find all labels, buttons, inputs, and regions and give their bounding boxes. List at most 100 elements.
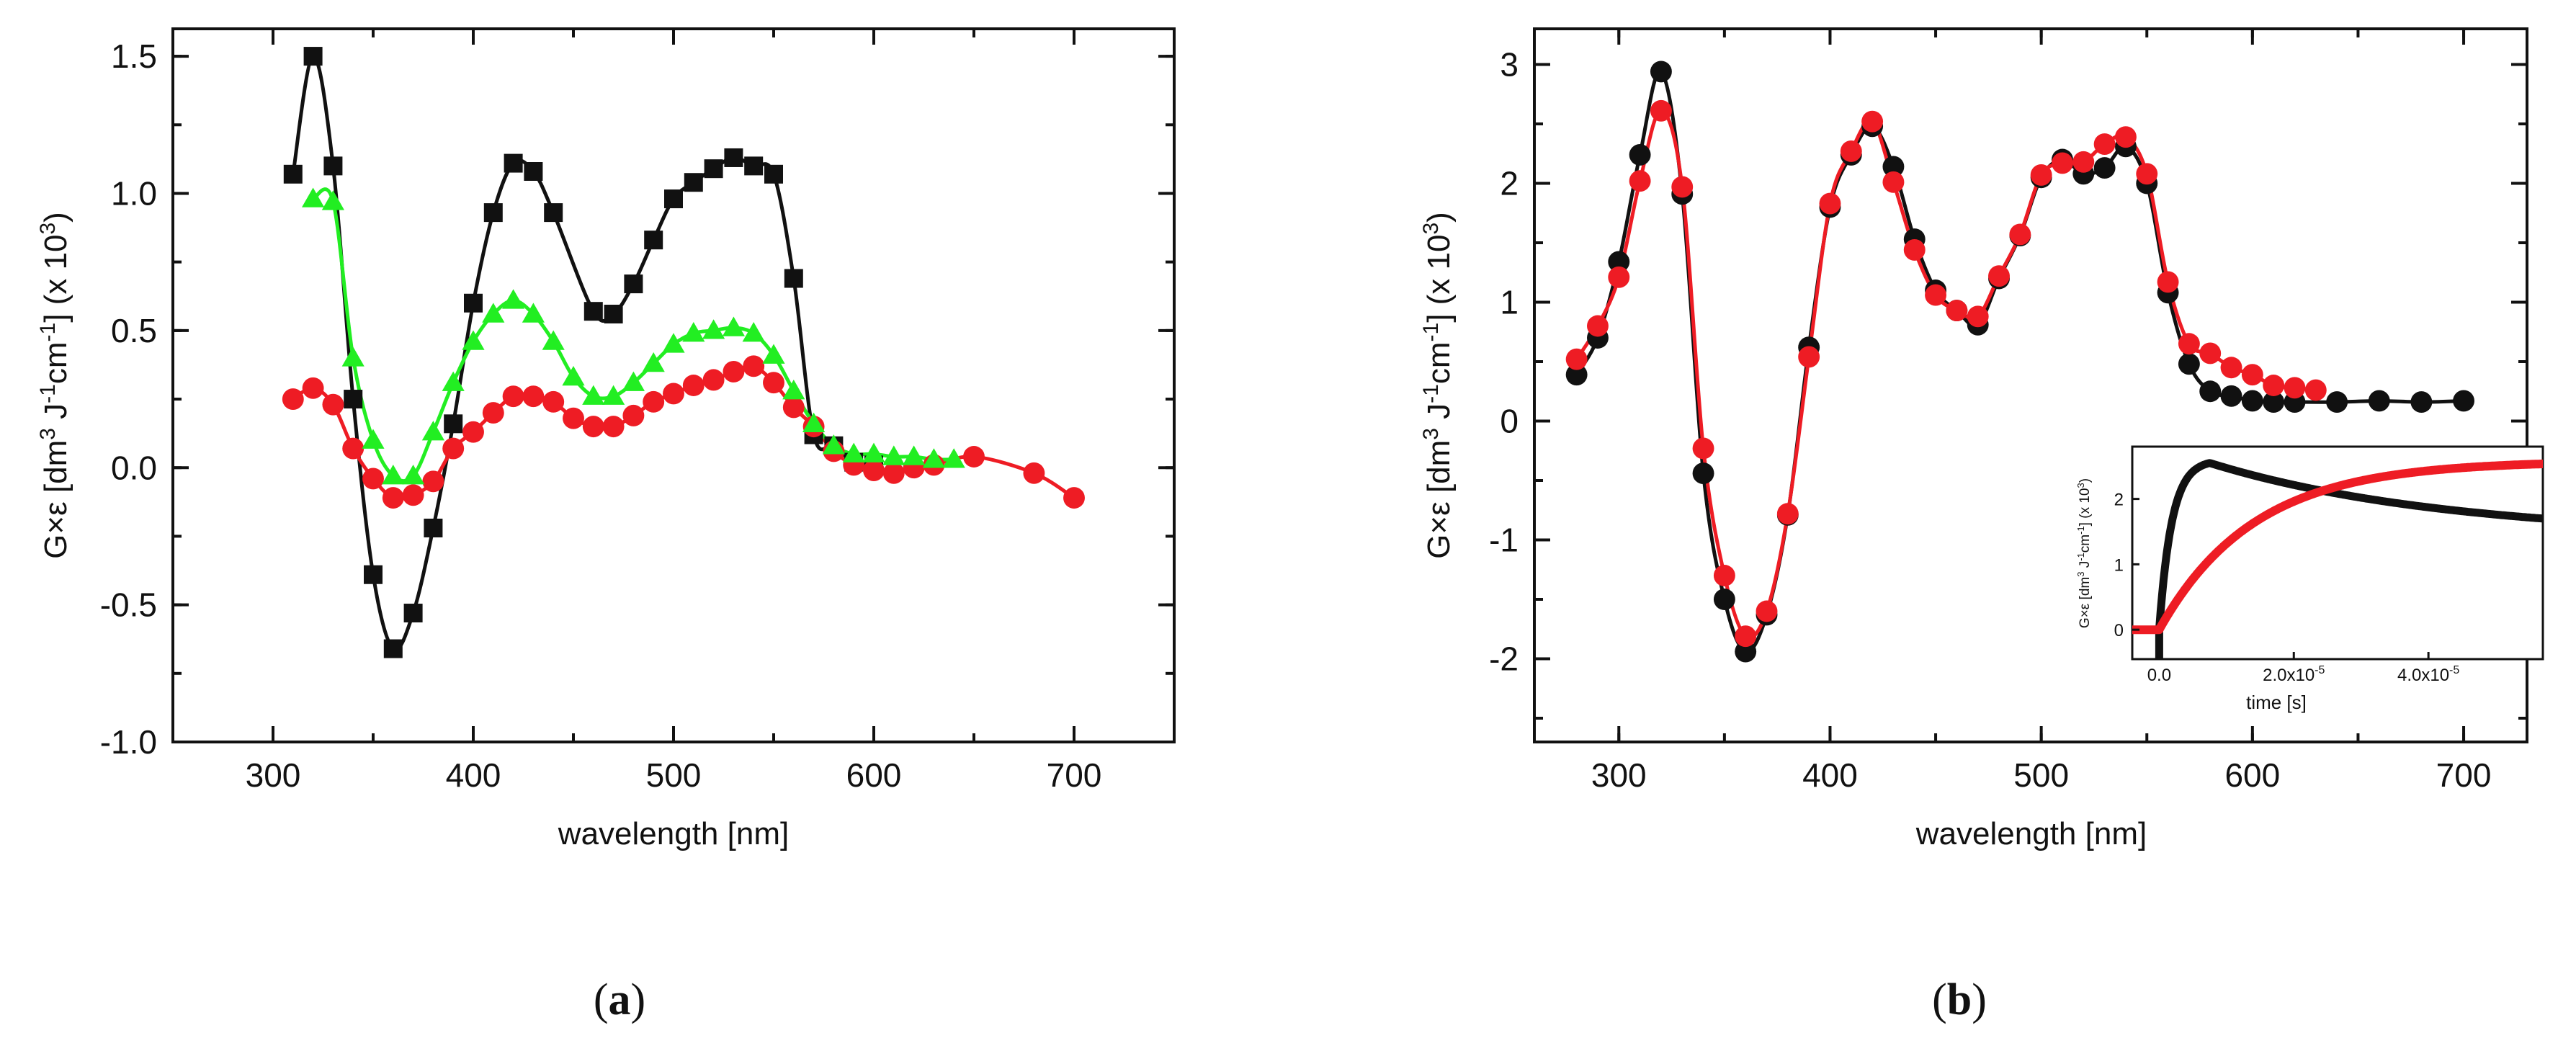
x-tick-label: 400 [1802, 756, 1858, 794]
data-point-square [583, 302, 603, 321]
data-point-circle [622, 404, 645, 426]
data-point-triangle [762, 344, 785, 364]
data-point-circle [1882, 171, 1905, 193]
data-point-circle [863, 460, 885, 481]
data-point-circle [582, 416, 604, 438]
data-point-circle [682, 375, 705, 396]
data-point-circle [1608, 251, 1630, 273]
data-point-triangle [642, 352, 665, 372]
data-point-circle [2220, 385, 2242, 407]
data-point-square [283, 164, 303, 184]
chart-b-inset: 0.0 2.0x10-5 4.0x10-5 0 1 2 time [s] G×ε [dm… [2075, 445, 2544, 713]
data-point-circle [382, 487, 404, 509]
data-point-triangle [402, 465, 425, 485]
data-point-square [744, 156, 764, 176]
data-point-circle [1650, 99, 1672, 122]
data-point-circle [2093, 133, 2116, 155]
x-tick-label: 700 [1047, 756, 1102, 794]
data-point-circle [1713, 589, 1735, 610]
chart-b-x-axis-label: wavelength [nm] [1915, 816, 2147, 851]
data-point-triangle [842, 442, 865, 462]
data-point-square [344, 390, 363, 409]
data-point-square [483, 203, 503, 223]
data-point-circle [1946, 300, 1968, 321]
data-point-circle [663, 383, 684, 405]
data-point-triangle [421, 421, 444, 441]
data-point-square [504, 153, 523, 173]
data-point-triangle [922, 448, 945, 468]
data-point-circle [2093, 157, 2116, 179]
data-point-circle [2241, 390, 2263, 412]
data-point-circle [1735, 640, 1757, 663]
chart-b: 300 400 500 600 700 -2 -1 0 1 2 3 wavelength [nm]… [1419, 27, 2544, 1024]
data-point-square [303, 47, 323, 66]
chart-b-x-ticks [1617, 29, 2466, 742]
chart-b-inset-frame [2131, 445, 2544, 661]
data-point-circle [2114, 126, 2137, 148]
data-point-circle [362, 468, 384, 490]
data-point-square [664, 189, 683, 209]
data-point-circle [1819, 192, 1841, 215]
inset-trace-black-trace [2132, 459, 2543, 659]
x-tick-label: 600 [2224, 756, 2280, 794]
data-point-circle [1925, 284, 1947, 306]
data-point-square [764, 164, 783, 184]
data-point-square [424, 519, 443, 537]
data-point-circle [1565, 348, 1588, 370]
y-tick-label: -0.5 [100, 586, 157, 624]
data-point-square [444, 414, 463, 434]
chart-a-x-axis-label: wavelength [nm] [558, 816, 789, 851]
chart-b-data-points [1565, 61, 2474, 663]
data-point-circle [1629, 143, 1651, 166]
data-point-circle [2157, 271, 2179, 293]
data-point-circle [2263, 375, 2285, 396]
data-point-circle [1967, 305, 1989, 328]
data-point-square [524, 162, 543, 181]
data-point-triangle [562, 365, 585, 386]
data-point-circle [2030, 164, 2052, 186]
panel-label-a: (a) [594, 975, 645, 1024]
data-point-circle [2368, 390, 2390, 412]
data-point-square [684, 173, 703, 192]
data-point-triangle [502, 289, 525, 309]
chart-a: 300 400 500 600 700 -1.0 -0.5 0.0 0.5 1.0 1.5 wav… [36, 27, 1176, 1024]
data-point-circle [2052, 152, 2073, 174]
data-point-triangle [622, 371, 645, 391]
data-point-circle [1629, 170, 1651, 192]
data-point-circle [2241, 364, 2263, 386]
y-tick-label: -1.0 [100, 723, 157, 761]
data-point-circle [1756, 600, 1778, 622]
inset-x-tick-label: 0.0 [2147, 666, 2171, 685]
data-point-circle [1713, 565, 1735, 586]
x-tick-label: 500 [646, 756, 702, 794]
data-point-circle [2263, 391, 2285, 413]
inset-y-tick-label: 1 [2114, 555, 2124, 575]
data-point-circle [723, 361, 745, 383]
data-point-square [784, 269, 803, 288]
data-point-circle [2453, 390, 2474, 412]
data-point-circle [442, 437, 465, 460]
panel-label-b: (b) [1932, 975, 1987, 1024]
chart-b-inset-x-ticks [2157, 652, 2430, 659]
data-point-circle [782, 396, 805, 419]
data-point-triangle [682, 322, 705, 342]
data-point-circle [402, 484, 424, 506]
data-point-circle [2199, 342, 2222, 365]
data-point-square [724, 148, 743, 167]
data-point-circle [1608, 266, 1630, 288]
chart-b-y-tick-labels: -2 -1 0 1 2 3 [1489, 46, 1519, 678]
y-tick-label: 0.5 [111, 312, 157, 349]
data-point-square [403, 604, 423, 623]
data-point-circle [1565, 364, 1588, 386]
y-tick-label: 0.0 [111, 449, 157, 486]
chart-b-inset-y-tick-labels: 0 1 2 [2114, 491, 2124, 641]
data-point-circle [1861, 110, 1884, 133]
y-tick-label: -1 [1489, 522, 1519, 559]
data-point-circle [462, 421, 484, 443]
data-point-circle [882, 462, 905, 484]
data-point-square [624, 274, 643, 294]
data-point-circle [763, 372, 784, 394]
inset-y-tick-label: 0 [2114, 621, 2124, 640]
chart-a-y-ticks [173, 55, 1174, 743]
